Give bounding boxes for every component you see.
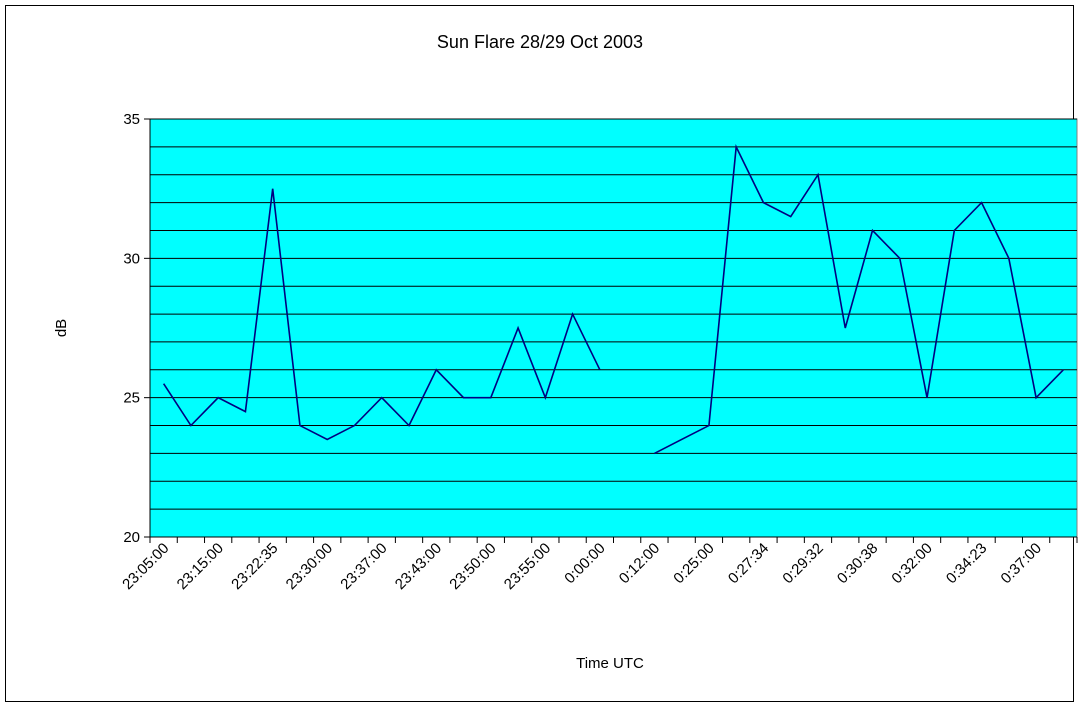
chart-title: Sun Flare 28/29 Oct 2003 bbox=[437, 32, 643, 52]
plot-area bbox=[149, 118, 1078, 538]
y-tick-label: 25 bbox=[123, 390, 140, 407]
data-line bbox=[162, 143, 1064, 455]
y-tick-label: 35 bbox=[123, 111, 140, 128]
y-tick-label: 20 bbox=[123, 529, 140, 546]
y-axis-label: dB bbox=[53, 319, 70, 337]
x-axis-label: Time UTC bbox=[576, 655, 644, 672]
y-tick-label: 30 bbox=[123, 250, 140, 267]
